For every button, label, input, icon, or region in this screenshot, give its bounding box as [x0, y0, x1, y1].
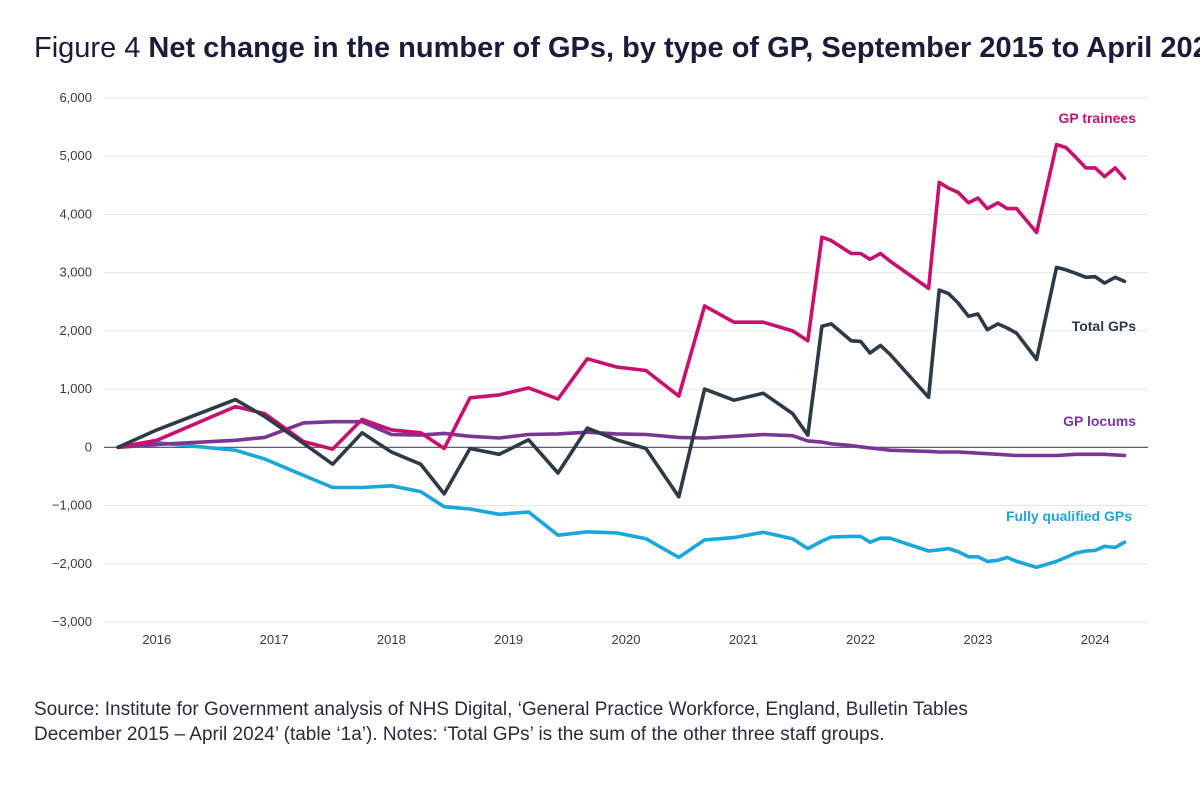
label-gp-locums: GP locums — [1063, 413, 1136, 429]
y-tick-label: 4,000 — [59, 206, 92, 221]
label-total-gps: Total GPs — [1072, 318, 1137, 334]
x-tick-label: 2021 — [729, 632, 758, 647]
series-line-fully-qualified-gps — [116, 440, 1127, 570]
y-tick-label: 2,000 — [59, 323, 92, 338]
source-line-2: December 2015 – April 2024’ (table ‘1a’)… — [34, 724, 885, 745]
y-tick-label: 5,000 — [59, 148, 92, 163]
series-labels: GP trainees Total GPs GP locums Fully qu… — [1006, 110, 1136, 524]
y-tick-label: −3,000 — [52, 614, 92, 629]
series-line-gp-locums — [116, 419, 1127, 458]
series-line-total-gps — [116, 265, 1127, 499]
y-tick-label: 0 — [85, 439, 92, 454]
x-tick-label: 2016 — [142, 632, 171, 647]
series-lines — [116, 142, 1127, 570]
x-axis-ticks: 2016 2017 2018 2019 2020 2021 2022 2023 2024 — [142, 632, 1109, 647]
x-tick-label: 2019 — [494, 632, 523, 647]
label-fully-qualified-gps: Fully qualified GPs — [1006, 508, 1132, 524]
x-tick-label: 2023 — [963, 632, 992, 647]
label-gp-trainees: GP trainees — [1058, 110, 1136, 126]
x-tick-label: 2024 — [1081, 632, 1110, 647]
y-tick-label: −1,000 — [52, 498, 92, 513]
source-line-1: Source: Institute for Government analysi… — [34, 699, 968, 720]
y-tick-label: −2,000 — [52, 556, 92, 571]
gridlines — [104, 97, 1148, 623]
series-line-gp-trainees — [116, 142, 1127, 451]
figure-title: Net change in the number of GPs, by type… — [148, 32, 1200, 64]
x-tick-label: 2017 — [260, 632, 289, 647]
y-tick-label: 6,000 — [59, 90, 92, 105]
source-note: Source: Institute for Government analysi… — [34, 697, 1164, 747]
y-tick-label: 3,000 — [59, 265, 92, 280]
x-tick-label: 2022 — [846, 632, 875, 647]
line-chart: 6,000 5,000 4,000 3,000 2,000 1,000 0 −1,000 −2,… — [52, 90, 1148, 647]
y-tick-label: 1,000 — [59, 381, 92, 396]
chart-title: Figure 4 Net change in the number of GPs,… — [34, 28, 1200, 68]
x-tick-label: 2020 — [612, 632, 641, 647]
x-tick-label: 2018 — [377, 632, 406, 647]
figure-label: Figure 4 — [34, 32, 141, 64]
y-axis-ticks: 6,000 5,000 4,000 3,000 2,000 1,000 0 −1,000 −2,… — [52, 90, 92, 629]
